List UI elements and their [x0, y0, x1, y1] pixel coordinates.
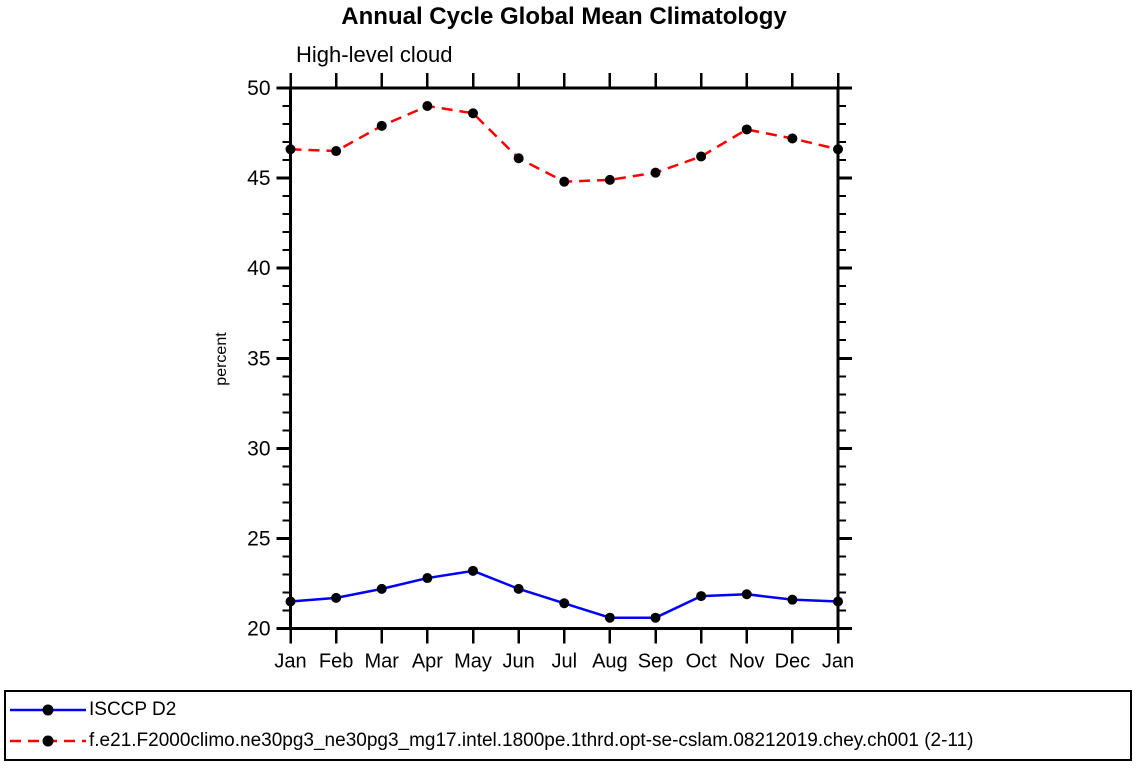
data-point — [468, 108, 478, 119]
data-point — [741, 124, 752, 135]
data-point — [285, 144, 296, 155]
data-point — [376, 120, 387, 131]
data-point — [696, 151, 707, 162]
legend-row-model: f.e21.F2000climo.ne30pg3_ne30pg3_mg17.in… — [9, 728, 1130, 754]
data-point — [376, 583, 387, 594]
data-point — [650, 612, 661, 623]
data-point — [696, 591, 707, 602]
legend-label-isccp: ISCCP D2 — [89, 699, 177, 720]
x-tick-label: Jun — [503, 651, 535, 673]
x-tick-label: May — [454, 651, 492, 673]
y-tick-label: 50 — [247, 77, 270, 100]
y-tick-label: 20 — [247, 618, 270, 641]
y-tick-label: 40 — [247, 257, 270, 280]
data-point — [604, 174, 615, 185]
y-tick-label: 25 — [247, 527, 270, 550]
legend-row-isccp: ISCCP D2 — [9, 697, 1130, 723]
data-point — [559, 176, 570, 187]
x-tick-label: Apr — [412, 651, 443, 673]
x-tick-label: Dec — [775, 651, 811, 673]
x-tick-label: Jan — [274, 651, 306, 673]
x-tick-label: Aug — [592, 651, 628, 673]
legend-line-sample-dashed — [10, 735, 86, 747]
data-point — [331, 146, 342, 157]
data-point — [787, 594, 798, 605]
legend-sample-marker-icon — [42, 735, 54, 747]
y-tick-label: 30 — [247, 437, 270, 460]
data-point — [331, 592, 342, 603]
x-tick-label: Oct — [686, 651, 718, 673]
chart-title: Annual Cycle Global Mean Climatology — [341, 3, 787, 30]
legend-sample-marker-icon — [42, 704, 54, 716]
data-point — [422, 573, 433, 584]
data-point — [741, 589, 752, 600]
data-point — [513, 153, 524, 164]
x-tick-label: Sep — [638, 651, 674, 673]
series-line-1 — [290, 104, 839, 183]
x-tick-label: Mar — [365, 651, 400, 673]
x-tick-label: Feb — [319, 651, 353, 673]
y-tick-label: 45 — [247, 167, 270, 190]
data-point — [422, 101, 433, 112]
chart-subtitle: High-level cloud — [296, 42, 453, 67]
data-point — [833, 144, 843, 155]
plot-frame — [289, 86, 840, 630]
x-tick-label: Jul — [551, 651, 577, 673]
data-point — [285, 596, 296, 607]
data-point — [559, 598, 570, 609]
data-point — [513, 583, 524, 594]
data-point — [650, 167, 661, 178]
plot-area: 20 25 30 35 40 45 50 Jan Feb Mar Apr May Jun Jul Aug Se… — [247, 73, 854, 673]
y-tick-label: 35 — [247, 347, 270, 370]
x-tick-label: Jan — [822, 651, 854, 673]
x-tick-label: Nov — [729, 651, 765, 673]
data-point — [833, 596, 843, 607]
data-point — [604, 612, 615, 623]
legend-label-model: f.e21.F2000climo.ne30pg3_ne30pg3_mg17.in… — [89, 730, 974, 751]
series-line-0 — [290, 569, 839, 619]
data-point — [787, 133, 798, 144]
data-point — [468, 565, 478, 576]
legend-line-sample-solid — [10, 704, 86, 716]
legend-box: ISCCP D2 f.e21.F2000climo.ne30pg3_ne30pg… — [4, 690, 1132, 761]
